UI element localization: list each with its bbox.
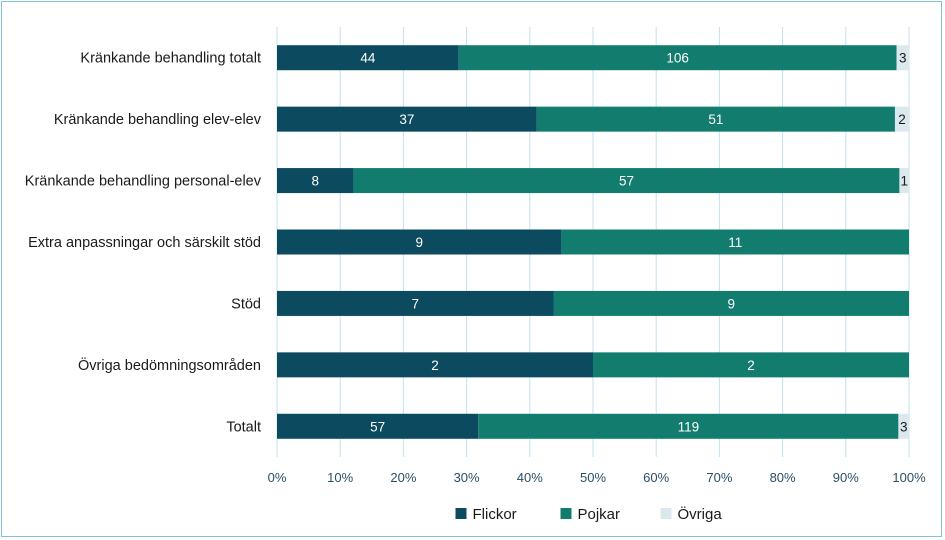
- x-tick-label: 20%: [390, 470, 416, 485]
- bar-flickor: [277, 45, 459, 71]
- bar-flickor: [277, 413, 479, 439]
- x-tick-label: 80%: [770, 470, 796, 485]
- x-tick-label: 90%: [833, 470, 859, 485]
- category-label: Kränkande behandling totalt: [80, 51, 261, 67]
- bar-ovriga: [896, 45, 909, 71]
- data-label: 8: [312, 174, 320, 189]
- legend-label: Pojkar: [578, 506, 621, 523]
- bar-pojkar: [553, 290, 909, 316]
- bars: 44 106 3 37 51 2 8 57 1 9 11 7 9 2 2 57 119 3: [277, 45, 909, 439]
- bar-pojkar: [353, 168, 900, 194]
- data-label: 2: [431, 358, 439, 373]
- data-label: 51: [708, 112, 723, 127]
- legend-swatch: [560, 508, 572, 519]
- category-label: Totalt: [226, 419, 261, 435]
- bar-pojkar: [478, 413, 899, 439]
- x-tick-label: 50%: [580, 470, 606, 485]
- legend-label: Flickor: [473, 506, 517, 523]
- x-tick-label: 60%: [643, 470, 669, 485]
- x-axis: 0% 10% 20% 30% 40% 50% 60% 70% 80% 90% 100%: [268, 470, 926, 485]
- legend-item-flickor: Flickor: [455, 506, 517, 523]
- data-label: 11: [728, 235, 742, 250]
- data-label: 3: [899, 51, 907, 66]
- data-label: 3: [900, 419, 908, 434]
- legend: Flickor Pojkar Övriga: [455, 505, 723, 523]
- data-label: 2: [898, 112, 906, 127]
- data-label: 57: [619, 174, 634, 189]
- data-label: 2: [747, 358, 755, 373]
- data-label: 57: [370, 419, 385, 434]
- bar-ovriga: [898, 413, 909, 439]
- bar-pojkar: [536, 106, 895, 132]
- bar-flickor: [277, 290, 554, 316]
- x-tick-label: 40%: [517, 470, 543, 485]
- legend-swatch: [660, 508, 672, 519]
- bar-pojkar: [561, 229, 909, 255]
- bar-pojkar: [593, 352, 909, 378]
- x-tick-label: 100%: [892, 470, 926, 485]
- legend-item-pojkar: Pojkar: [560, 506, 621, 523]
- bar-flickor: [277, 352, 593, 378]
- bar-flickor: [277, 106, 537, 132]
- category-label: Kränkande behandling personal-elev: [25, 174, 262, 190]
- legend-item-ovriga: Övriga: [660, 505, 723, 523]
- bar-pojkar: [458, 45, 897, 71]
- x-tick-label: 70%: [706, 470, 732, 485]
- bar-ovriga: [894, 106, 909, 132]
- data-label: 1: [900, 174, 908, 189]
- x-tick-label: 0%: [268, 470, 287, 485]
- bar-ovriga: [899, 168, 909, 194]
- legend-label: Övriga: [678, 505, 723, 523]
- category-label: Stöd: [231, 296, 261, 312]
- category-label: Övriga bedömningsområden: [78, 356, 261, 374]
- data-label: 44: [360, 51, 376, 66]
- bar-flickor: [277, 229, 562, 255]
- data-label: 7: [411, 296, 419, 311]
- data-label: 37: [399, 112, 414, 127]
- data-label: 119: [678, 419, 700, 434]
- x-tick-label: 30%: [454, 470, 480, 485]
- data-label: 9: [727, 296, 735, 311]
- data-label: 9: [415, 235, 423, 250]
- legend-swatch: [455, 508, 467, 519]
- bar-flickor: [277, 168, 354, 194]
- category-labels: Kränkande behandling totalt Kränkande beh…: [25, 51, 262, 436]
- data-label: 106: [666, 51, 689, 66]
- category-label: Kränkande behandling elev-elev: [54, 112, 262, 128]
- category-label: Extra anpassningar och särskilt stöd: [28, 235, 261, 251]
- x-tick-label: 10%: [327, 470, 353, 485]
